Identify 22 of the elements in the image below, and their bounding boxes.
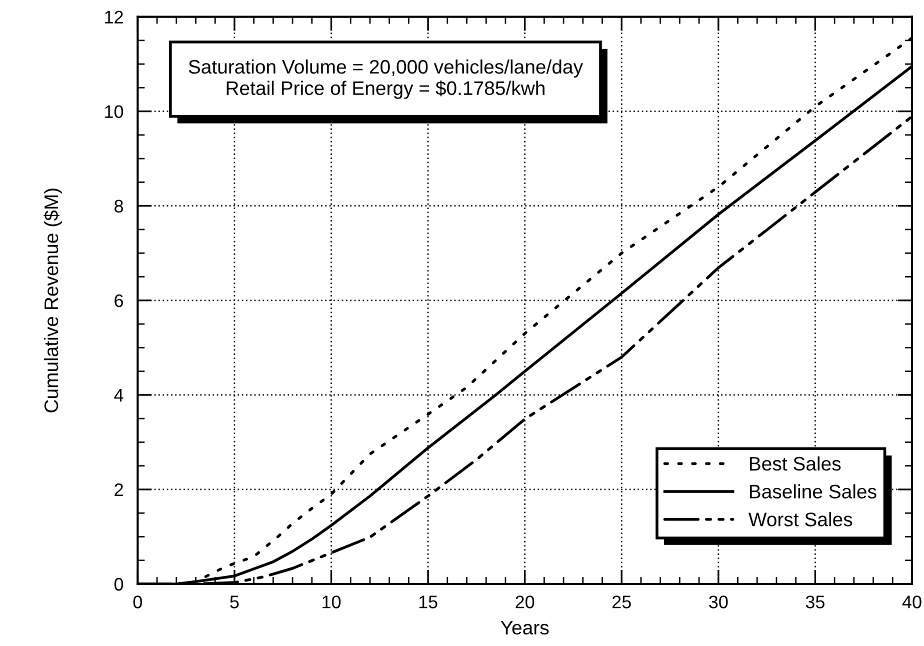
y-tick-label: 2 (114, 483, 123, 496)
x-tick-label: 0 (133, 596, 142, 608)
y-tick-label: 0 (114, 578, 124, 591)
legend-label: Worst Sales (748, 512, 852, 526)
legend-label: Best Sales (750, 456, 841, 471)
y-tick-label: 12 (105, 10, 123, 24)
y-tick-label: 4 (114, 389, 124, 402)
x-tick-label: 5 (230, 596, 239, 608)
y-tick-label: 6 (114, 294, 123, 308)
x-tick-label: 40 (902, 596, 922, 608)
x-tick-label: 25 (612, 596, 631, 608)
x-tick-label: 30 (709, 596, 728, 608)
x-axis-title: Years (500, 620, 549, 635)
x-tick-label: 20 (516, 596, 534, 608)
x-tick-label: 15 (419, 596, 438, 608)
y-axis-title: Cumulative Revenue ($M) (44, 188, 62, 412)
y-tick-label: 8 (114, 200, 124, 213)
y-tick-label: 10 (105, 105, 124, 118)
legend-label: Baseline Sales (750, 484, 876, 498)
x-tick-label: 35 (806, 596, 824, 608)
annotation: Saturation Volume = 20,000 vehicles/lane/day Retail Price of Energy = $0.1785/kwh (188, 59, 583, 99)
x-tick-label: 10 (322, 596, 341, 608)
